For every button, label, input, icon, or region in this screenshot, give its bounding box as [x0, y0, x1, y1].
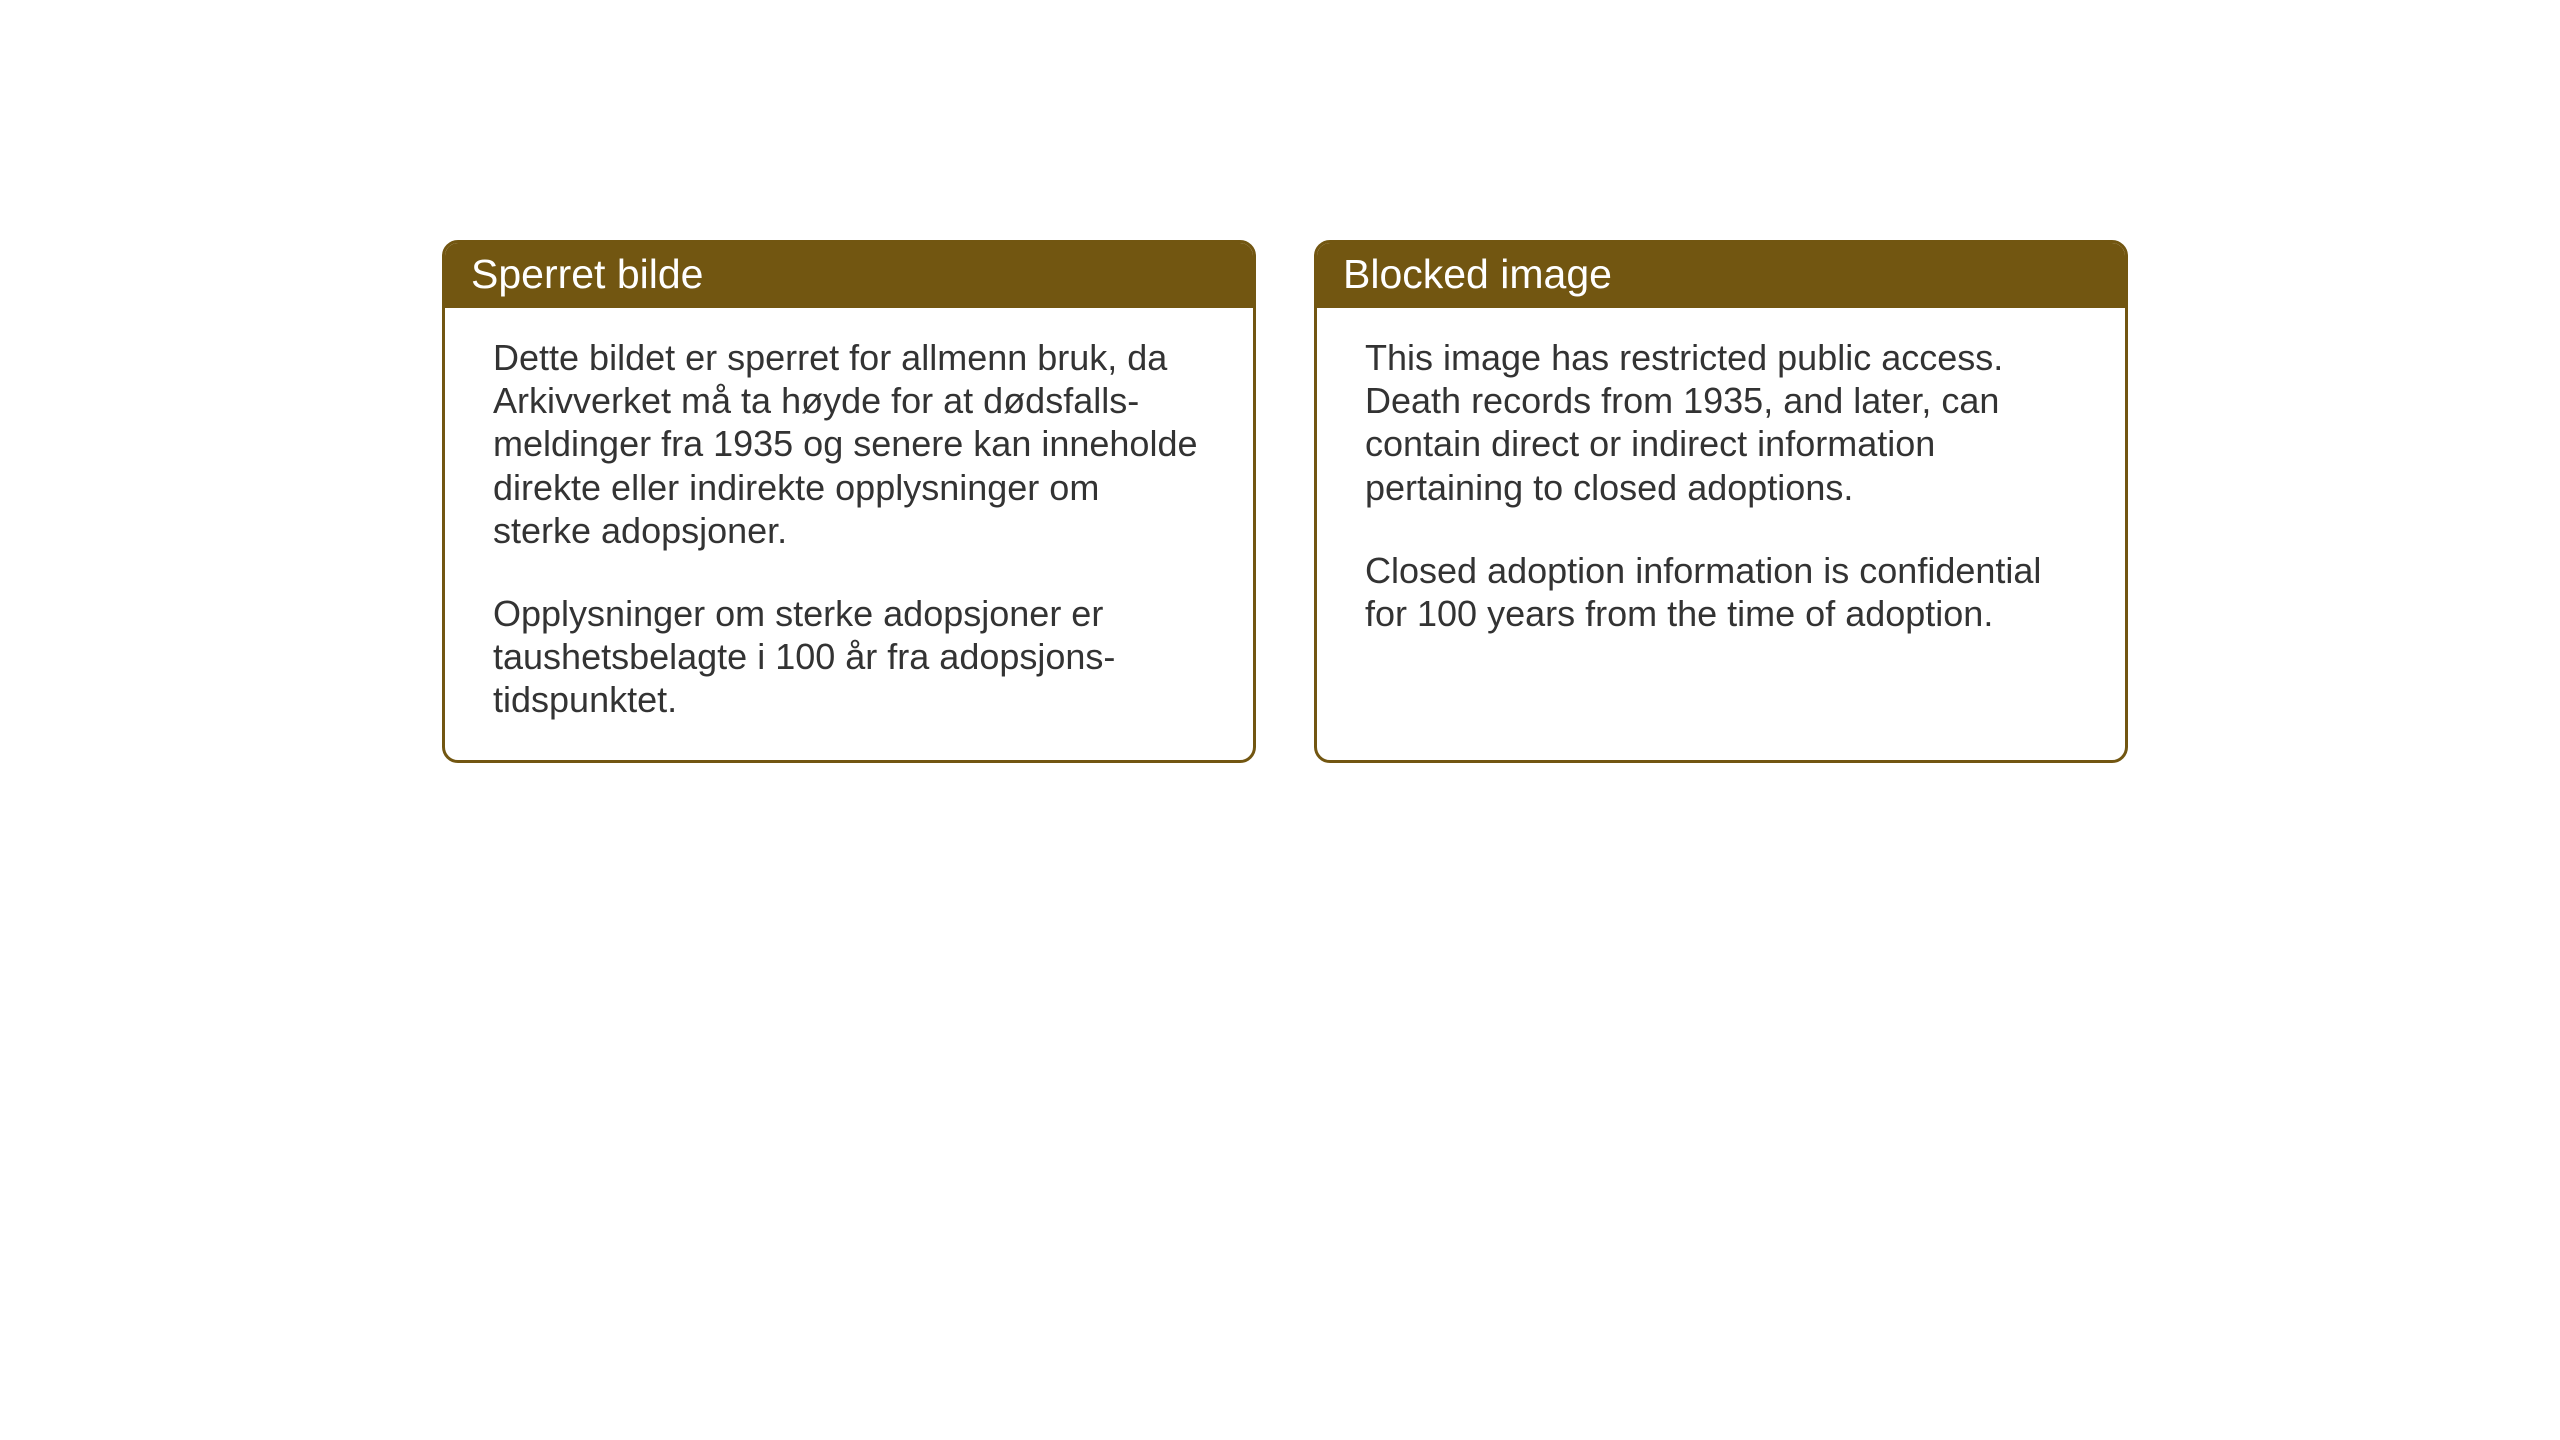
card-body: This image has restricted public access.…: [1317, 308, 2125, 673]
card-paragraph: Opplysninger om sterke adopsjoner er tau…: [493, 592, 1205, 722]
card-header: Sperret bilde: [445, 243, 1253, 308]
notice-card-norwegian: Sperret bilde Dette bildet er sperret fo…: [442, 240, 1256, 763]
card-paragraph: Dette bildet er sperret for allmenn bruk…: [493, 336, 1205, 552]
notice-container: Sperret bilde Dette bildet er sperret fo…: [442, 240, 2128, 763]
card-paragraph: Closed adoption information is confident…: [1365, 549, 2077, 635]
notice-card-english: Blocked image This image has restricted …: [1314, 240, 2128, 763]
card-body: Dette bildet er sperret for allmenn bruk…: [445, 308, 1253, 760]
card-paragraph: This image has restricted public access.…: [1365, 336, 2077, 509]
card-title: Blocked image: [1343, 251, 1612, 297]
card-title: Sperret bilde: [471, 251, 703, 297]
card-header: Blocked image: [1317, 243, 2125, 308]
